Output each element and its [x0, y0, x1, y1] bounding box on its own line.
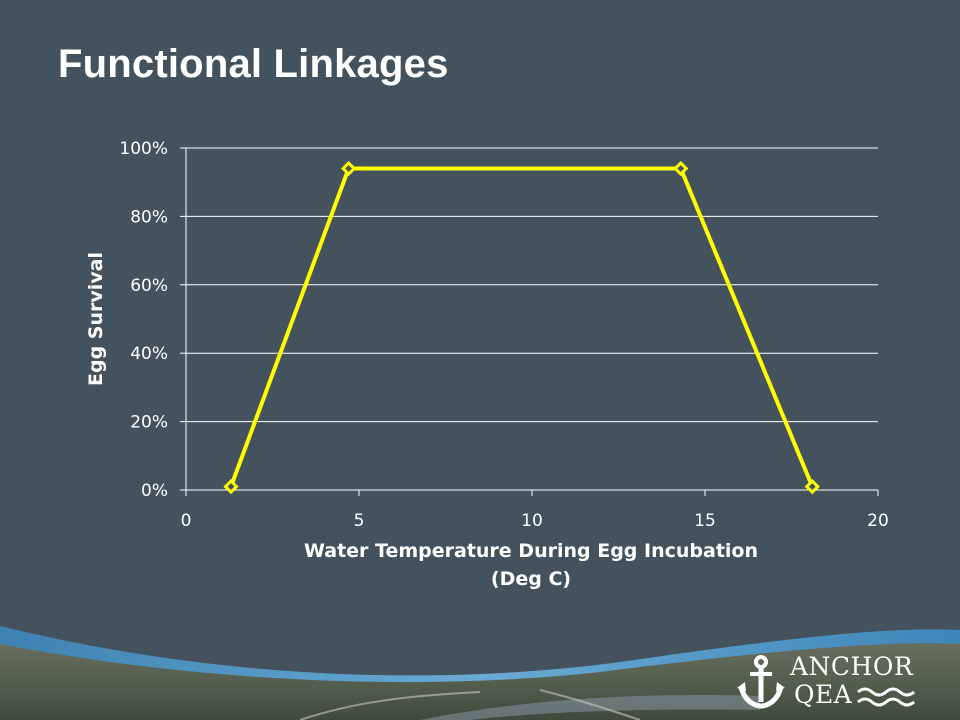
x-axis-title-line2: (Deg C): [491, 568, 571, 590]
anchor-qea-logo: ANCHOR QEA: [736, 652, 926, 712]
y-tick-label: 40%: [130, 344, 168, 364]
egg-survival-chart: 0% 20% 40% 60% 80% 100% 0 5 10 15 20 Water Tempera…: [85, 139, 889, 590]
data-point-marker: [673, 160, 689, 177]
data-point-marker: [340, 160, 357, 177]
x-tick-label: 10: [521, 511, 543, 531]
y-axis-title: Egg Survival: [85, 252, 107, 386]
series-egg-survival: [223, 160, 820, 495]
logo-word-anchor: ANCHOR: [790, 652, 914, 681]
tick-labels: 0% 20% 40% 60% 80% 100% 0 5 10 15 20: [119, 139, 888, 531]
footer-wave-banner: [0, 626, 960, 720]
y-tick-label: 0%: [141, 481, 168, 501]
data-point-marker: [223, 478, 239, 495]
x-tick-label: 5: [354, 511, 365, 531]
x-tick-label: 20: [867, 511, 889, 531]
logo-word-qea: QEA: [794, 680, 853, 709]
x-tick-label: 0: [181, 511, 192, 531]
anchor-icon: [737, 655, 785, 709]
x-axis-title-line1: Water Temperature During Egg Incubation: [304, 540, 758, 562]
y-tick-label: 100%: [119, 139, 168, 159]
slide-title: Functional Linkages: [58, 42, 449, 86]
logo-waves-icon: [857, 687, 915, 707]
road-line: [539, 689, 641, 720]
blue-wave-band: [0, 626, 960, 683]
y-tick-label: 20%: [130, 413, 168, 433]
axes: [185, 148, 878, 491]
gridlines: [186, 147, 878, 423]
road-line: [299, 691, 481, 720]
series-line: [229, 166, 815, 488]
river-highlight: [420, 695, 760, 720]
y-tick-label: 60%: [130, 276, 168, 296]
y-tick-label: 80%: [130, 207, 168, 227]
x-tick-label: 15: [694, 511, 716, 531]
data-point-marker: [804, 478, 820, 495]
